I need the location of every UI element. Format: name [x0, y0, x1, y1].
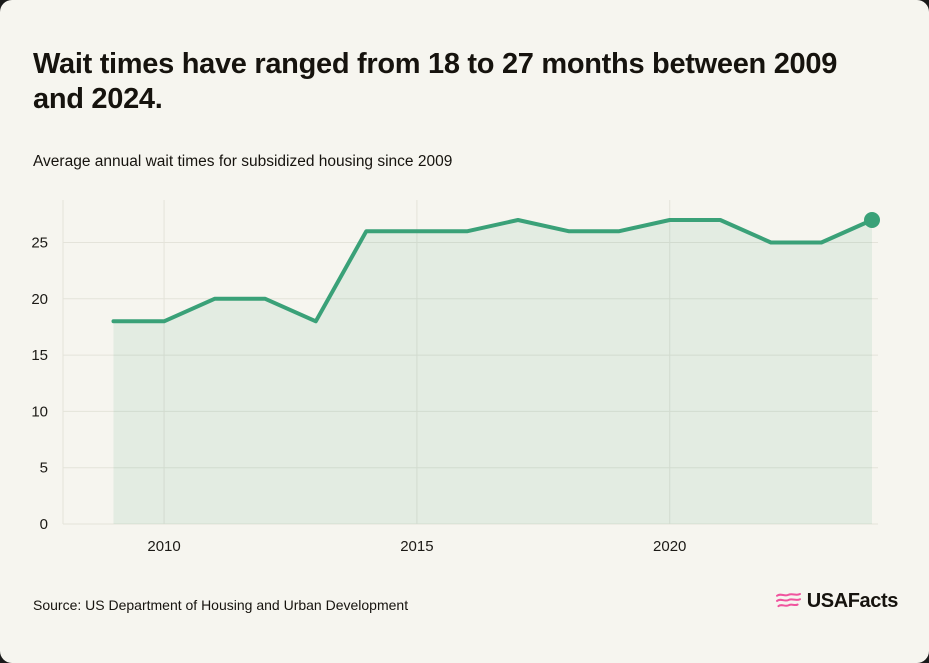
usafacts-wordmark: USAFacts	[806, 590, 899, 612]
x-axis-label: 2020	[653, 538, 686, 555]
chart-title: Wait times have ranged from 18 to 27 mon…	[33, 48, 838, 115]
y-axis-label: 5	[40, 460, 48, 477]
chart-end-dot	[864, 212, 880, 228]
x-axis-label: 2010	[147, 538, 180, 555]
chart-line	[111, 218, 874, 324]
usafacts-logo: USAFacts	[775, 590, 898, 613]
y-axis-label: 0	[40, 516, 48, 533]
usafacts-flag-icon	[775, 593, 801, 608]
y-axis-label: 20	[31, 291, 48, 308]
y-axis-label: 10	[31, 403, 48, 420]
x-axis-label: 2015	[400, 538, 433, 555]
y-axis-label: 15	[31, 347, 48, 364]
y-axis-label: 25	[31, 235, 48, 252]
source-text: Source: US Department of Housing and Urb…	[33, 597, 409, 613]
chart-area	[113, 220, 872, 524]
chart-subtitle: Average annual wait times for subsidized…	[33, 153, 453, 170]
